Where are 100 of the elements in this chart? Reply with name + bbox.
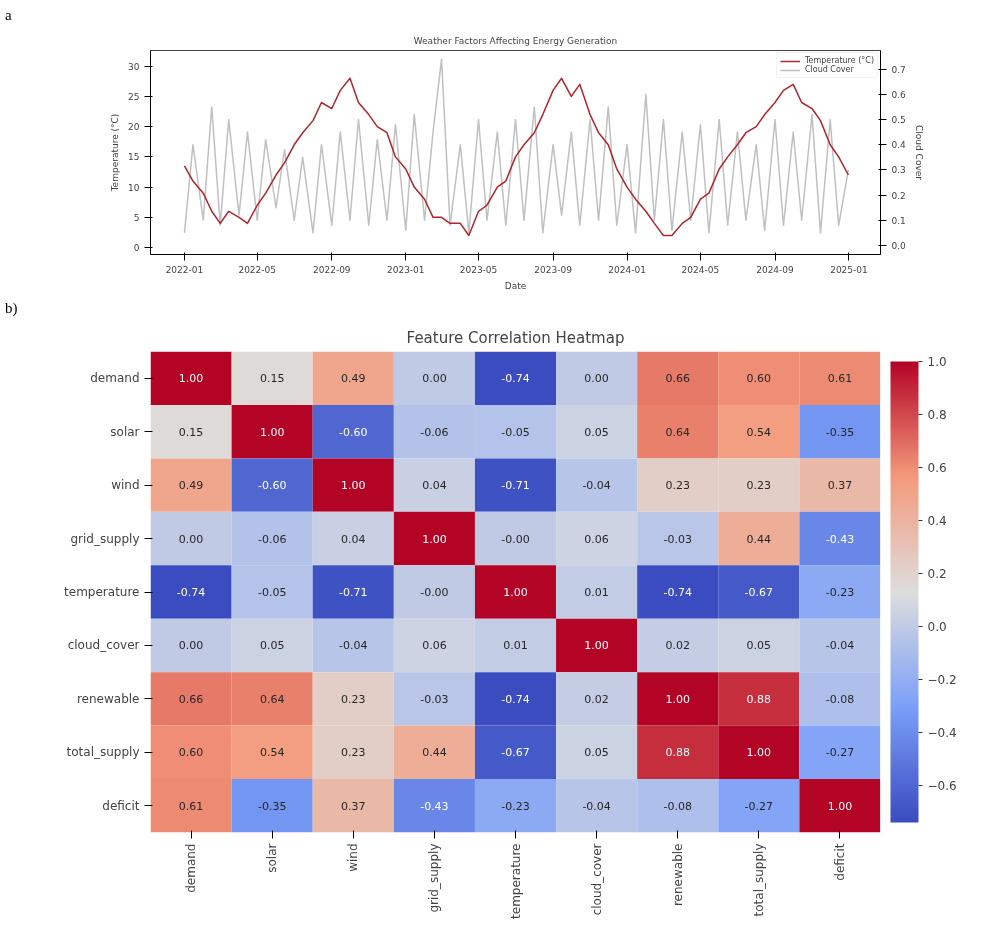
- color-bar-label: 1.0: [927, 355, 947, 369]
- data-label: -0.60: [257, 479, 287, 493]
- x-tick-label: renewable: [670, 843, 685, 907]
- data-label: 1.00: [584, 639, 609, 653]
- x-tick-label: wind: [346, 843, 361, 872]
- data-label: -0.43: [420, 799, 449, 813]
- color-bar-label: 0.2: [927, 566, 947, 581]
- y-tick-label: 10: [128, 182, 140, 193]
- data-label: 0.23: [665, 479, 690, 493]
- color-bar-label: 0.4: [927, 513, 947, 528]
- data-label: -0.08: [663, 799, 692, 813]
- data-label: -0.60: [339, 425, 368, 439]
- data-label: -0.03: [420, 692, 449, 706]
- x-tick-label: deficit: [832, 843, 847, 881]
- y2-tick-label: 0.3: [891, 165, 906, 176]
- y-tick-label: grid_supply: [70, 531, 140, 546]
- data-label: 0.44: [422, 746, 447, 760]
- data-label: 0.05: [746, 639, 772, 653]
- data-label: 0.37: [341, 799, 366, 813]
- data-label: 1.00: [827, 799, 853, 813]
- chart-title: Weather Factors Affecting Energy Generation: [413, 35, 618, 46]
- x-tick-label: cloud_cover: [589, 843, 604, 916]
- y-tick-label: total_supply: [66, 745, 140, 760]
- chart-title: Feature Correlation Heatmap: [406, 328, 625, 347]
- data-label: 0.88: [665, 746, 690, 760]
- color-bar-label: 0.0: [927, 619, 947, 634]
- text: b): [5, 299, 18, 318]
- data-label: 0.05: [584, 746, 609, 760]
- data-label: -0.05: [257, 586, 287, 599]
- x-tick-label: 2024-01: [608, 264, 646, 275]
- data-label: -0.08: [825, 692, 855, 706]
- data-label: -0.71: [501, 479, 530, 493]
- y-tick-label: 5: [133, 212, 140, 223]
- data-label: 0.00: [422, 372, 447, 386]
- y-tick-label: solar: [110, 424, 140, 439]
- y-tick-label: cloud_cover: [67, 638, 140, 653]
- y2-tick-label: 0.0: [891, 240, 907, 251]
- data-label: -0.74: [501, 692, 530, 706]
- data-label: -0.27: [825, 746, 855, 760]
- y-tick-label: 25: [128, 91, 140, 102]
- data-label: 0.60: [178, 746, 204, 760]
- data-label: 0.00: [178, 639, 204, 653]
- x-tick-label: 2024-09: [756, 264, 795, 275]
- data-label: 0.15: [259, 372, 285, 386]
- text: a: [5, 6, 12, 25]
- data-label: -0.35: [257, 799, 287, 813]
- data-label: 0.64: [259, 692, 285, 706]
- legend-label: Cloud Cover: [804, 65, 854, 74]
- data-label: 0.02: [665, 639, 690, 653]
- data-label: 0.05: [259, 639, 285, 653]
- data-label: 0.05: [584, 425, 609, 439]
- data-label: 0.02: [584, 692, 609, 706]
- data-label: 0.01: [503, 639, 528, 653]
- data-label: 1.00: [259, 425, 285, 439]
- color-bar-label: −0.4: [927, 725, 957, 740]
- data-label: 0.23: [341, 746, 366, 760]
- data-label: -0.74: [176, 586, 206, 599]
- y-tick-label: renewable: [76, 691, 140, 706]
- data-label: 0.04: [422, 479, 447, 493]
- data-label: 0.64: [665, 425, 690, 439]
- data-label: 0.04: [341, 532, 366, 546]
- data-label: 0.01: [584, 586, 609, 599]
- color-bar-label: −0.6: [927, 778, 957, 793]
- y2-tick-label: 0.7: [891, 64, 906, 75]
- y2-tick-label: 0.1: [891, 215, 906, 226]
- data-label: 1.00: [422, 532, 447, 546]
- y2-tick-label: 0.6: [891, 89, 907, 100]
- x-tick-label: grid_supply: [427, 843, 442, 913]
- data-label: -0.67: [501, 746, 530, 760]
- y-tick-label: 20: [128, 122, 140, 133]
- data-label: 0.66: [178, 692, 204, 706]
- data-label: 0.15: [178, 425, 204, 439]
- data-label: 1.00: [341, 479, 366, 493]
- data-label: -0.74: [501, 372, 530, 386]
- y-tick-label: demand: [90, 371, 140, 386]
- data-label: -0.00: [501, 532, 530, 546]
- data-label: -0.74: [663, 586, 692, 599]
- data-label: 0.54: [746, 425, 772, 439]
- y-tick-label: 15: [128, 152, 140, 163]
- x-tick-label: 2024-05: [681, 264, 720, 275]
- x-tick-label: 2023-05: [459, 264, 498, 275]
- data-label: 0.61: [178, 799, 204, 813]
- color-bar-label: −0.2: [927, 672, 957, 687]
- data-label: 0.61: [827, 372, 853, 386]
- data-label: -0.04: [339, 639, 368, 653]
- data-label: -0.06: [420, 425, 449, 439]
- x-axis-title: Date: [504, 280, 527, 291]
- data-label: 0.44: [746, 532, 772, 546]
- data-label: 1.00: [746, 746, 772, 760]
- data-label: 0.23: [341, 692, 366, 706]
- x-tick-label: 2023-09: [534, 264, 573, 275]
- y-tick-label: 30: [128, 61, 140, 72]
- y-tick-label: deficit: [102, 798, 140, 813]
- y-axis-title: Temperature (°C): [110, 113, 121, 193]
- y2-tick-label: 0.4: [891, 140, 907, 151]
- data-label: 1.00: [665, 692, 690, 706]
- data-label: 0.00: [178, 532, 204, 546]
- data-label: 0.88: [746, 692, 772, 706]
- y-tick-label: temperature: [64, 585, 140, 599]
- data-label: -0.04: [825, 639, 855, 653]
